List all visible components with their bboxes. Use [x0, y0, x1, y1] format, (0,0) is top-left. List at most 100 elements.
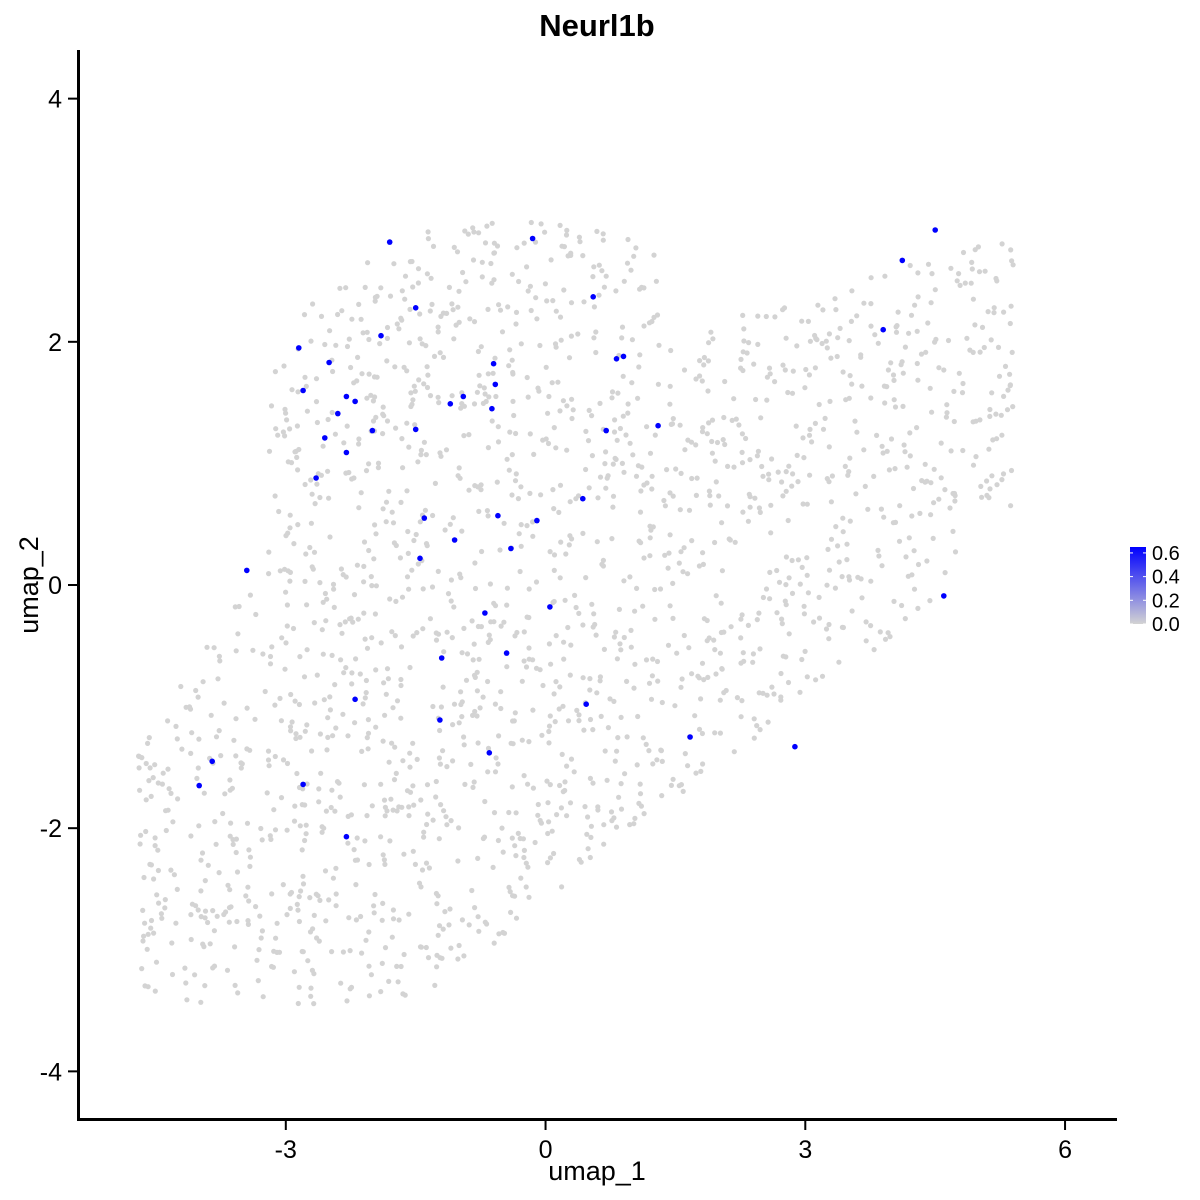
- background-cell-point: [332, 682, 338, 688]
- background-cell-point: [489, 418, 495, 424]
- background-cell-point: [580, 622, 586, 628]
- background-cell-point: [871, 647, 877, 653]
- expressing-cell-point: [352, 398, 358, 405]
- background-cell-point: [885, 630, 891, 636]
- background-cell-point: [353, 917, 359, 923]
- background-cell-point: [363, 468, 370, 474]
- background-cell-point: [353, 882, 359, 888]
- background-cell-point: [969, 259, 975, 265]
- background-cell-point: [524, 374, 530, 381]
- background-cell-point: [310, 566, 316, 572]
- background-cell-point: [458, 405, 464, 411]
- background-cell-point: [548, 661, 554, 667]
- background-cell-point: [295, 389, 301, 395]
- background-cell-point: [294, 901, 300, 908]
- background-cell-point: [139, 966, 145, 972]
- background-cell-point: [375, 465, 381, 471]
- background-cell-point: [809, 439, 815, 445]
- background-cell-point: [991, 305, 997, 311]
- background-cell-point: [699, 429, 706, 435]
- background-cell-point: [402, 273, 409, 279]
- background-cell-point: [459, 917, 465, 923]
- background-cell-point: [427, 393, 434, 399]
- background-cell-point: [542, 281, 549, 287]
- background-cell-point: [996, 373, 1003, 379]
- background-cell-point: [425, 372, 431, 378]
- background-cell-point: [407, 664, 413, 671]
- background-cell-point: [200, 679, 206, 685]
- background-cell-point: [813, 677, 819, 683]
- background-cell-point: [938, 475, 944, 481]
- background-cell-point: [295, 907, 301, 913]
- background-cell-point: [709, 450, 716, 456]
- background-cell-point: [882, 636, 889, 642]
- background-cell-point: [757, 509, 763, 515]
- background-cell-point: [393, 770, 399, 777]
- background-cell-point: [654, 757, 660, 763]
- background-cell-point: [634, 762, 640, 768]
- background-cell-point: [325, 715, 331, 721]
- background-cell-point: [324, 747, 330, 753]
- background-cell-point: [143, 828, 149, 835]
- background-cell-point: [649, 318, 655, 325]
- background-cell-point: [824, 582, 830, 588]
- background-cell-point: [582, 804, 588, 810]
- background-cell-point: [300, 873, 306, 879]
- background-cell-point: [755, 341, 761, 347]
- background-cell-point: [591, 304, 598, 310]
- background-cell-point: [278, 795, 285, 801]
- background-cell-point: [670, 776, 676, 782]
- background-cell-point: [382, 804, 388, 810]
- background-cell-point: [604, 777, 610, 783]
- background-cell-point: [368, 972, 374, 978]
- background-cell-point: [747, 504, 753, 510]
- background-cell-point: [485, 678, 491, 685]
- background-cell-point: [269, 644, 275, 650]
- background-cell-point: [904, 464, 910, 470]
- background-cell-point: [959, 390, 966, 396]
- background-cell-point: [325, 734, 331, 741]
- background-cell-point: [558, 539, 564, 545]
- background-cell-point: [815, 302, 821, 308]
- background-cell-point: [442, 527, 448, 533]
- background-cell-point: [364, 813, 370, 819]
- background-cell-point: [590, 727, 596, 733]
- background-cell-point: [706, 635, 712, 641]
- background-cell-point: [543, 364, 549, 370]
- background-cell-point: [148, 917, 155, 924]
- background-cell-point: [435, 893, 441, 899]
- background-cell-point: [585, 814, 591, 820]
- background-cell-point: [361, 782, 367, 788]
- background-cell-point: [459, 401, 465, 407]
- background-cell-point: [155, 867, 161, 874]
- background-cell-point: [573, 496, 579, 502]
- background-cell-point: [523, 884, 529, 890]
- background-cell-point: [790, 471, 796, 477]
- background-cell-point: [464, 651, 471, 657]
- background-cell-point: [609, 536, 615, 542]
- background-cell-point: [799, 656, 805, 663]
- expressing-cell-point: [687, 734, 693, 740]
- background-cell-point: [373, 583, 379, 589]
- background-cell-point: [407, 750, 413, 756]
- background-cell-point: [275, 432, 281, 438]
- background-cell-point: [504, 585, 510, 591]
- background-cell-point: [247, 592, 253, 598]
- background-cell-point: [547, 782, 553, 788]
- background-cell-point: [999, 241, 1005, 247]
- background-cell-point: [394, 698, 401, 704]
- background-cell-point: [435, 568, 441, 575]
- background-cell-point: [440, 354, 447, 360]
- background-cell-point: [333, 891, 339, 897]
- background-cell-point: [551, 598, 557, 605]
- background-cell-point: [957, 282, 963, 288]
- background-cell-point: [298, 888, 304, 894]
- background-cell-point: [780, 493, 786, 499]
- background-cell-point: [804, 555, 810, 561]
- background-cell-point: [405, 550, 411, 557]
- background-cell-point: [480, 694, 486, 700]
- background-cell-point: [826, 444, 832, 450]
- background-cell-point: [398, 499, 404, 505]
- background-cell-point: [272, 493, 278, 499]
- background-cell-point: [387, 838, 393, 844]
